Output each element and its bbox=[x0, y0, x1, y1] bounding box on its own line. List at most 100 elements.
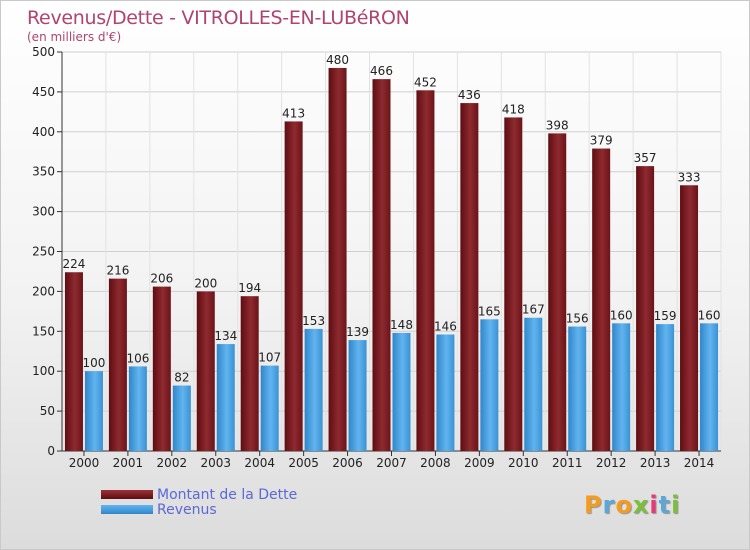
x-tick-label: 2012 bbox=[596, 456, 627, 470]
y-tick-label: 350 bbox=[32, 165, 55, 179]
bar-revenue bbox=[304, 328, 323, 451]
bar-debt bbox=[372, 79, 391, 451]
data-label: 82 bbox=[174, 371, 189, 385]
data-label: 160 bbox=[610, 308, 633, 322]
data-label: 148 bbox=[390, 318, 413, 332]
bars bbox=[64, 67, 719, 452]
y-tick-label: 0 bbox=[47, 444, 55, 458]
bar-revenue bbox=[436, 334, 455, 451]
bar-debt bbox=[636, 166, 655, 451]
y-tick-label: 500 bbox=[32, 45, 55, 59]
chart-title: Revenus/Dette - VITROLLES-EN-LUBéRON bbox=[27, 7, 410, 29]
x-tick-label: 2007 bbox=[376, 456, 407, 470]
y-tick-label: 250 bbox=[32, 245, 55, 259]
data-label: 206 bbox=[150, 272, 173, 286]
bar-debt bbox=[152, 286, 171, 451]
y-tick-label: 50 bbox=[40, 404, 55, 418]
x-tick-label: 2009 bbox=[464, 456, 495, 470]
legend-swatch-revenue bbox=[101, 505, 153, 514]
bar-debt bbox=[460, 103, 479, 452]
data-label: 216 bbox=[106, 264, 129, 278]
y-tick-label: 450 bbox=[32, 85, 55, 99]
data-label: 194 bbox=[238, 281, 261, 295]
bar-revenue bbox=[84, 371, 103, 451]
data-label: 165 bbox=[478, 304, 501, 318]
x-tick-label: 2011 bbox=[552, 456, 583, 470]
logo-letter: r bbox=[602, 491, 616, 519]
bar-revenue bbox=[216, 344, 235, 451]
data-label: 398 bbox=[546, 118, 569, 132]
bar-debt bbox=[284, 121, 303, 452]
bar-debt bbox=[548, 133, 567, 451]
x-tick-label: 2000 bbox=[69, 456, 100, 470]
bar-revenue bbox=[260, 365, 279, 451]
x-tick-label: 2002 bbox=[157, 456, 188, 470]
logo-letter: P bbox=[584, 491, 603, 519]
bar-revenue bbox=[656, 324, 675, 451]
bar-debt bbox=[196, 291, 215, 451]
data-label: 106 bbox=[126, 351, 149, 365]
x-tick-label: 2006 bbox=[332, 456, 363, 470]
bar-revenue bbox=[348, 340, 367, 451]
x-tick-label: 2004 bbox=[244, 456, 275, 470]
logo-letter: x bbox=[632, 491, 650, 519]
bar-debt bbox=[240, 296, 259, 451]
x-tick-label: 2003 bbox=[200, 456, 231, 470]
data-label: 167 bbox=[522, 303, 545, 317]
data-label: 100 bbox=[83, 356, 106, 370]
data-label: 413 bbox=[282, 106, 305, 120]
bar-debt bbox=[592, 148, 611, 452]
data-label: 146 bbox=[434, 319, 457, 333]
x-tick-label: 2010 bbox=[508, 456, 539, 470]
logo-letter: o bbox=[615, 491, 633, 519]
y-tick-label: 300 bbox=[32, 205, 55, 219]
x-tick-label: 2001 bbox=[113, 456, 144, 470]
data-label: 379 bbox=[590, 134, 613, 148]
data-label: 156 bbox=[566, 312, 589, 326]
y-tick-label: 150 bbox=[32, 324, 55, 338]
y-tick-label: 100 bbox=[32, 364, 55, 378]
bar-revenue bbox=[524, 317, 543, 451]
bar-debt bbox=[416, 90, 435, 451]
data-label: 134 bbox=[214, 329, 237, 343]
data-label: 333 bbox=[678, 170, 701, 184]
data-label: 159 bbox=[654, 309, 677, 323]
data-label: 153 bbox=[302, 314, 325, 328]
logo-letter: i bbox=[649, 491, 659, 519]
y-tick-label: 400 bbox=[32, 125, 55, 139]
data-label: 107 bbox=[258, 351, 281, 365]
legend-item-debt: Montant de la Dette bbox=[101, 486, 298, 503]
data-label: 418 bbox=[502, 102, 525, 116]
data-label: 466 bbox=[370, 64, 393, 78]
legend-label-revenue: Revenus bbox=[157, 501, 217, 518]
bar-revenue bbox=[128, 366, 147, 451]
chart-subtitle: (en milliers d'€) bbox=[27, 30, 122, 44]
bar-revenue bbox=[568, 326, 587, 451]
axes: 0 50 100 150 200 250 300 350 400 450 500 2000 2001 20… bbox=[32, 45, 721, 470]
data-label: 224 bbox=[63, 257, 86, 271]
bar-debt bbox=[504, 117, 523, 451]
logo-letter: t bbox=[658, 491, 672, 519]
data-label: 160 bbox=[698, 308, 721, 322]
data-label: 357 bbox=[634, 151, 657, 165]
data-label: 452 bbox=[414, 75, 437, 89]
legend: Montant de la Dette Revenus bbox=[101, 486, 298, 518]
grid bbox=[61, 51, 722, 452]
data-label: 480 bbox=[326, 53, 349, 67]
bar-revenue bbox=[480, 319, 499, 451]
data-labels: 224 100 216 106 206 82 200 134 194 107 413 153 480 13… bbox=[63, 53, 721, 385]
bar-debt bbox=[328, 67, 347, 452]
legend-item-revenue: Revenus bbox=[101, 501, 297, 518]
x-tick-label: 2014 bbox=[684, 456, 715, 470]
bar-debt bbox=[64, 272, 83, 451]
bar-debt bbox=[108, 278, 127, 451]
data-label: 200 bbox=[194, 276, 217, 290]
bar-revenue bbox=[700, 323, 719, 451]
y-tick-label: 200 bbox=[32, 284, 55, 298]
legend-swatch-debt bbox=[101, 490, 153, 499]
legend-label-debt: Montant de la Dette bbox=[157, 486, 298, 503]
x-tick-label: 2008 bbox=[420, 456, 451, 470]
bar-debt bbox=[680, 185, 699, 452]
